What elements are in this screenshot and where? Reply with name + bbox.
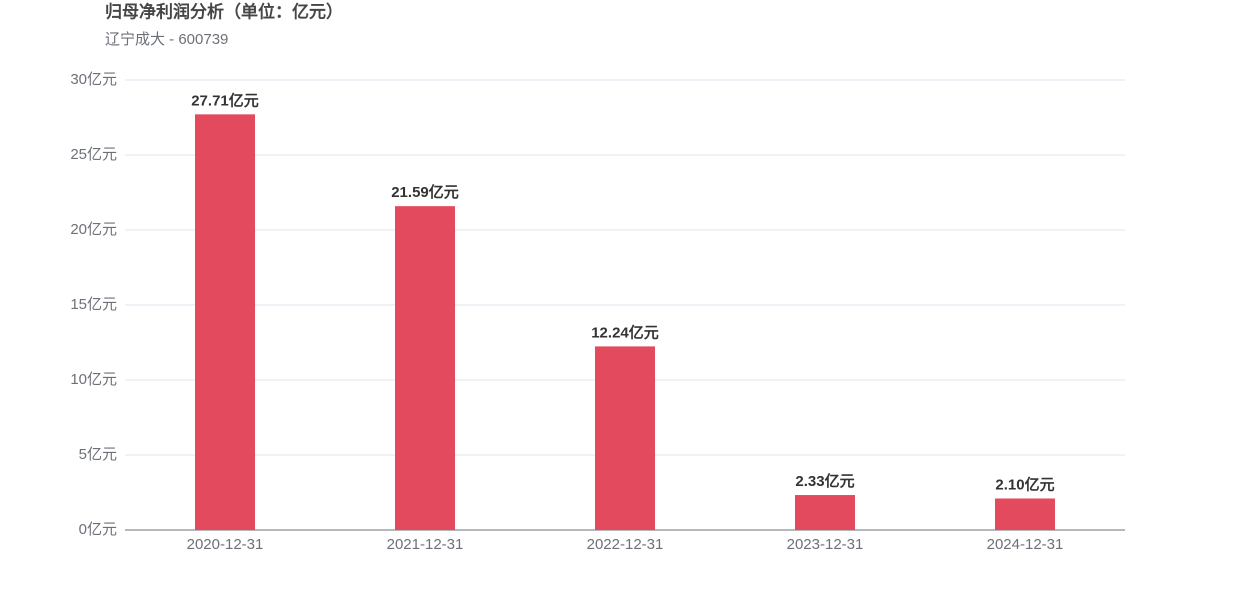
y-tick-label: 20亿元 xyxy=(70,221,117,238)
y-tick-label: 0亿元 xyxy=(79,521,117,538)
y-tick-label: 25亿元 xyxy=(70,146,117,163)
y-tick-label: 5亿元 xyxy=(79,446,117,463)
bar xyxy=(195,114,255,530)
bar xyxy=(395,206,455,530)
data-label: 21.59亿元 xyxy=(391,183,459,201)
bar xyxy=(795,495,855,530)
y-tick-label: 10亿元 xyxy=(70,371,117,388)
y-tick-label: 15亿元 xyxy=(70,296,117,313)
x-tick-label: 2022-12-31 xyxy=(587,536,664,553)
x-tick-label: 2020-12-31 xyxy=(187,536,264,553)
bar xyxy=(595,346,655,530)
x-tick-label: 2021-12-31 xyxy=(387,536,464,553)
bar xyxy=(995,498,1055,530)
x-tick-label: 2024-12-31 xyxy=(987,536,1064,553)
chart-title: 归母净利润分析（单位：亿元） xyxy=(105,1,343,21)
data-label: 27.71亿元 xyxy=(191,91,259,109)
data-label: 2.33亿元 xyxy=(795,472,854,490)
chart-subtitle: 辽宁成大 - 600739 xyxy=(105,31,228,48)
y-tick-label: 30亿元 xyxy=(70,71,117,88)
data-label: 12.24亿元 xyxy=(591,323,659,341)
x-tick-label: 2023-12-31 xyxy=(787,536,864,553)
data-label: 2.10亿元 xyxy=(995,475,1054,493)
